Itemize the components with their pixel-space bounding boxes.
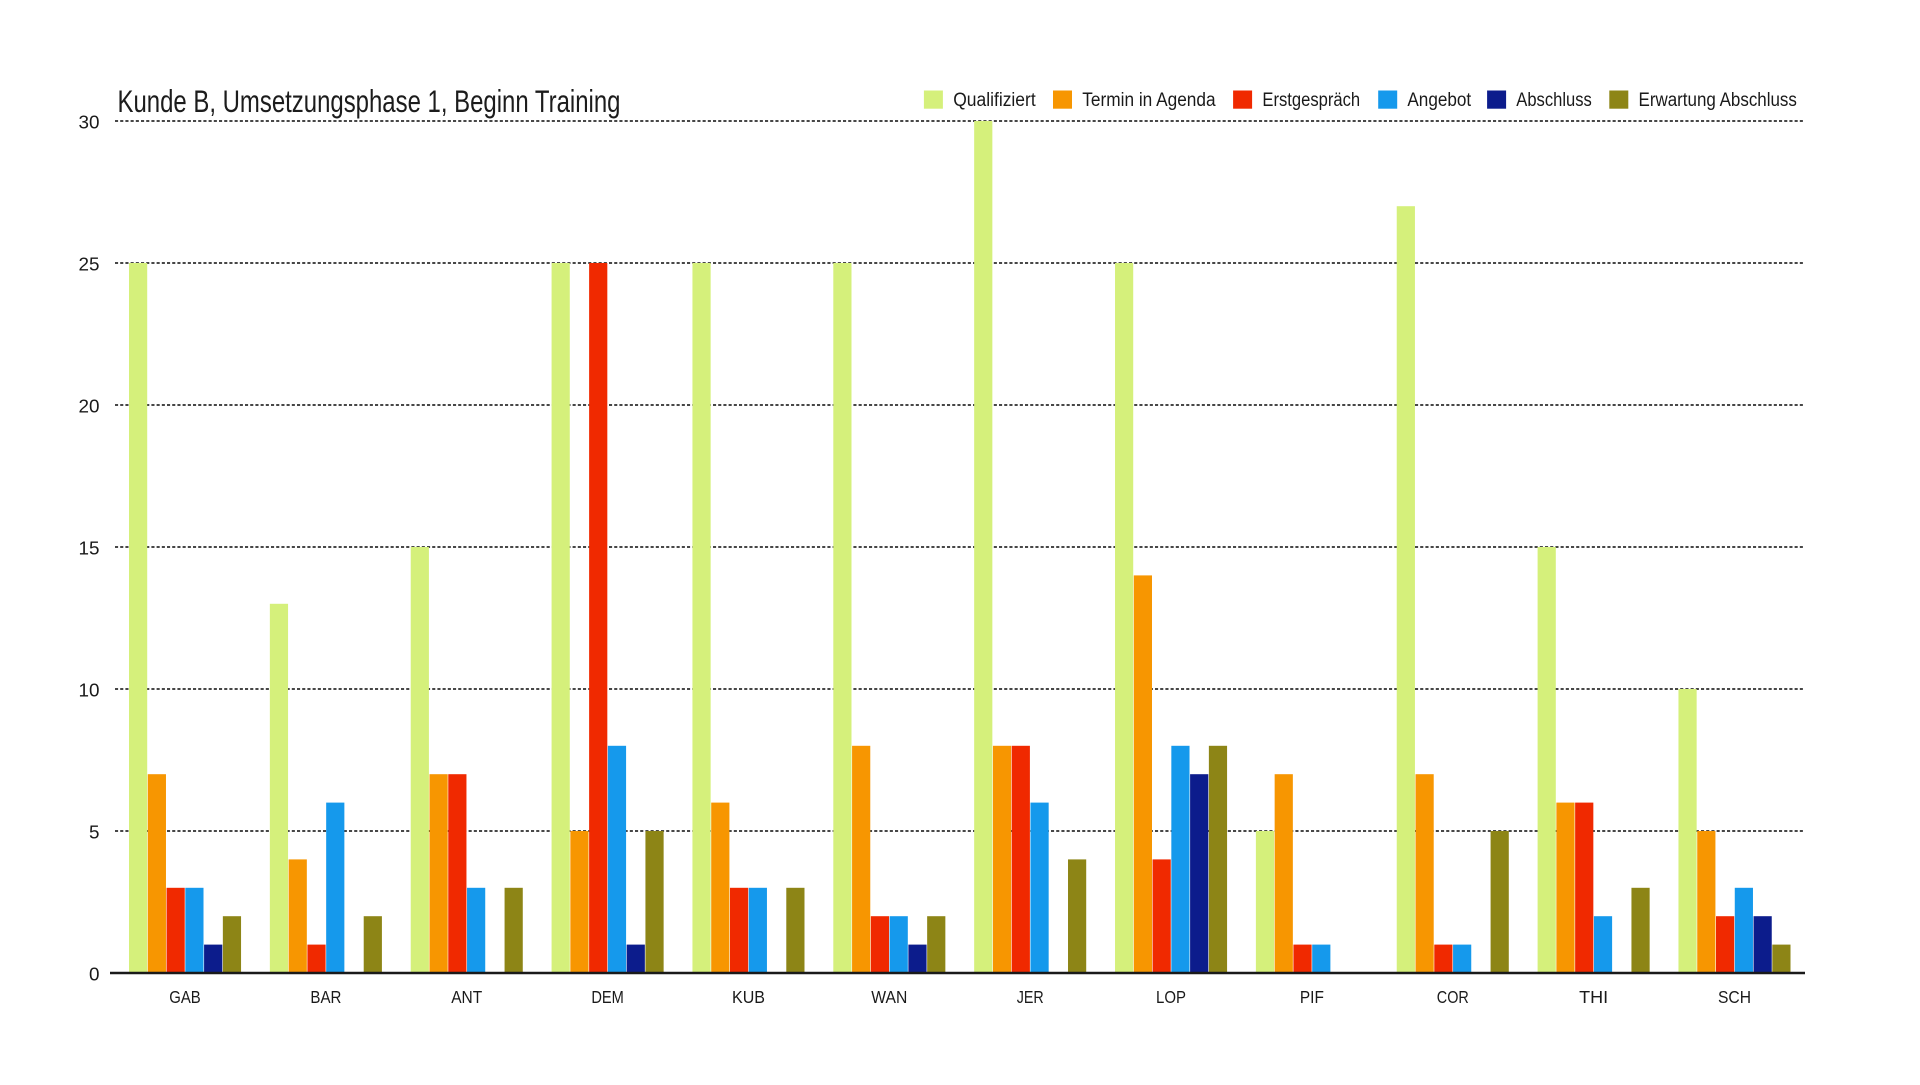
svg-text:SCH: SCH <box>1718 987 1751 1007</box>
svg-text:Angebot: Angebot <box>1407 90 1471 111</box>
svg-text:DEM: DEM <box>591 987 624 1007</box>
svg-text:Qualifiziert: Qualifiziert <box>953 90 1036 111</box>
svg-text:Abschluss: Abschluss <box>1516 90 1592 111</box>
svg-text:BAR: BAR <box>310 987 341 1007</box>
svg-text:20: 20 <box>79 396 100 416</box>
svg-text:ANT: ANT <box>451 987 482 1007</box>
svg-text:5: 5 <box>89 822 100 842</box>
svg-text:30: 30 <box>79 112 100 132</box>
svg-text:Erwartung Abschluss: Erwartung Abschluss <box>1639 90 1797 111</box>
svg-text:Termin in Agenda: Termin in Agenda <box>1082 90 1216 111</box>
svg-text:GAB: GAB <box>169 987 201 1007</box>
svg-text:10: 10 <box>79 680 100 700</box>
svg-text:THI: THI <box>1579 987 1608 1007</box>
svg-text:Kunde B, Umsetzungsphase 1, Be: Kunde B, Umsetzungsphase 1, Beginn Train… <box>118 83 621 119</box>
svg-text:15: 15 <box>79 538 100 558</box>
svg-text:Erstgespräch: Erstgespräch <box>1262 90 1360 111</box>
svg-text:WAN: WAN <box>871 987 907 1007</box>
svg-text:0: 0 <box>89 964 100 984</box>
svg-text:LOP: LOP <box>1156 987 1186 1007</box>
svg-text:JER: JER <box>1017 987 1044 1007</box>
svg-text:25: 25 <box>79 254 100 274</box>
svg-text:KUB: KUB <box>732 987 765 1007</box>
svg-text:COR: COR <box>1437 987 1469 1007</box>
svg-text:PIF: PIF <box>1300 987 1324 1007</box>
